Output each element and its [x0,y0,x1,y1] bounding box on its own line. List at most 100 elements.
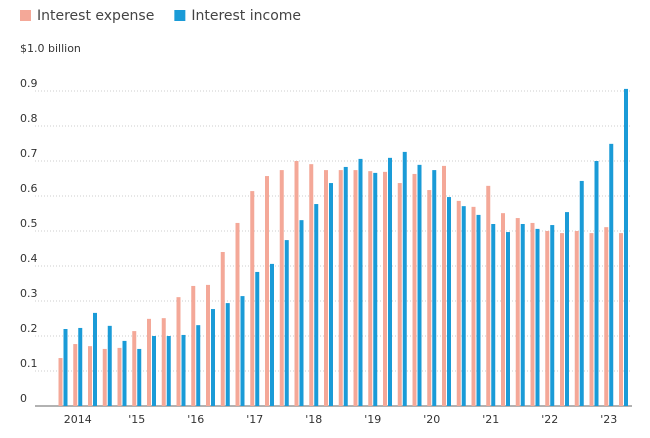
bar [225,303,230,406]
bar [78,327,83,406]
bar [88,346,92,406]
bar [397,183,402,406]
y-tick-label: 0 [20,392,27,405]
bar [574,231,579,406]
bar [250,191,255,406]
bar [166,336,171,406]
bar [412,173,417,406]
bar [294,161,299,406]
x-tick-label: '15 [128,413,145,426]
bar [368,171,373,406]
bar [550,225,555,406]
bar [329,183,333,406]
bar [107,325,112,406]
bar [93,312,97,406]
x-tick-label: '19 [364,413,381,426]
bar [255,271,260,406]
bar [338,170,343,406]
bar [284,240,289,406]
bar [279,170,284,406]
bar [373,172,378,406]
legend-swatch [174,10,186,21]
y-tick-label: $1.0 billion [20,42,81,55]
bar [324,170,328,406]
bar [137,348,142,406]
bar [589,233,594,406]
x-tick-label: '16 [187,413,204,426]
x-tick-label: '20 [423,413,440,426]
bar [161,318,166,406]
bar [427,190,432,406]
bar [314,204,319,406]
bar [73,344,78,406]
bar [432,170,437,406]
bar [206,284,210,406]
bar [176,297,181,406]
bar [402,151,407,406]
bar [506,232,510,406]
y-tick-label: 0.1 [20,357,38,370]
bar [594,161,599,406]
bar [579,180,584,406]
x-tick-label: '17 [246,413,263,426]
bar [309,164,314,406]
x-tick-label: '23 [600,413,617,426]
bar [117,347,122,406]
bar [388,157,392,406]
bar [270,263,274,406]
bar [220,252,225,406]
bar [456,200,461,406]
bar [299,220,304,406]
bar [447,197,451,406]
bar [102,348,107,406]
bar [353,170,358,406]
bar [619,233,623,406]
y-tick-label: 0.4 [20,252,38,265]
bar [211,309,215,406]
bar [520,224,525,406]
bar [560,233,564,406]
bar [152,336,156,406]
bar [58,358,63,406]
y-tick-label: 0.6 [20,182,38,195]
bar [535,228,540,406]
bar [461,206,466,406]
x-tick-label: '18 [305,413,322,426]
x-tick-label: '22 [541,413,558,426]
bar [122,340,127,406]
y-tick-label: 0.9 [20,77,38,90]
bar [545,231,550,406]
bar [624,88,628,407]
bar [383,171,387,406]
bar [235,222,240,406]
bar [609,143,614,406]
bar [491,224,496,406]
y-tick-label: 0.5 [20,217,38,230]
bar [530,222,535,406]
bar [191,285,196,406]
bar [501,213,505,406]
bar [604,227,609,406]
y-tick-label: 0.3 [20,287,38,300]
y-tick-label: 0.8 [20,112,38,125]
bar [486,185,491,406]
legend-label: Interest expense [37,8,154,24]
bar [181,334,186,406]
bar [132,331,137,406]
y-tick-label: 0.7 [20,147,38,160]
legend-label: Interest income [191,8,301,24]
bar [63,329,68,406]
bar [476,214,481,406]
bar [343,166,348,406]
y-tick-label: 0.2 [20,322,38,335]
bar [442,165,446,406]
bar [147,318,151,406]
bar [240,296,245,406]
bar [265,176,269,406]
bar [417,164,422,406]
bar [515,218,520,406]
x-tick-label: '21 [482,413,499,426]
x-tick-label: 2014 [64,413,92,426]
bar [358,158,363,406]
